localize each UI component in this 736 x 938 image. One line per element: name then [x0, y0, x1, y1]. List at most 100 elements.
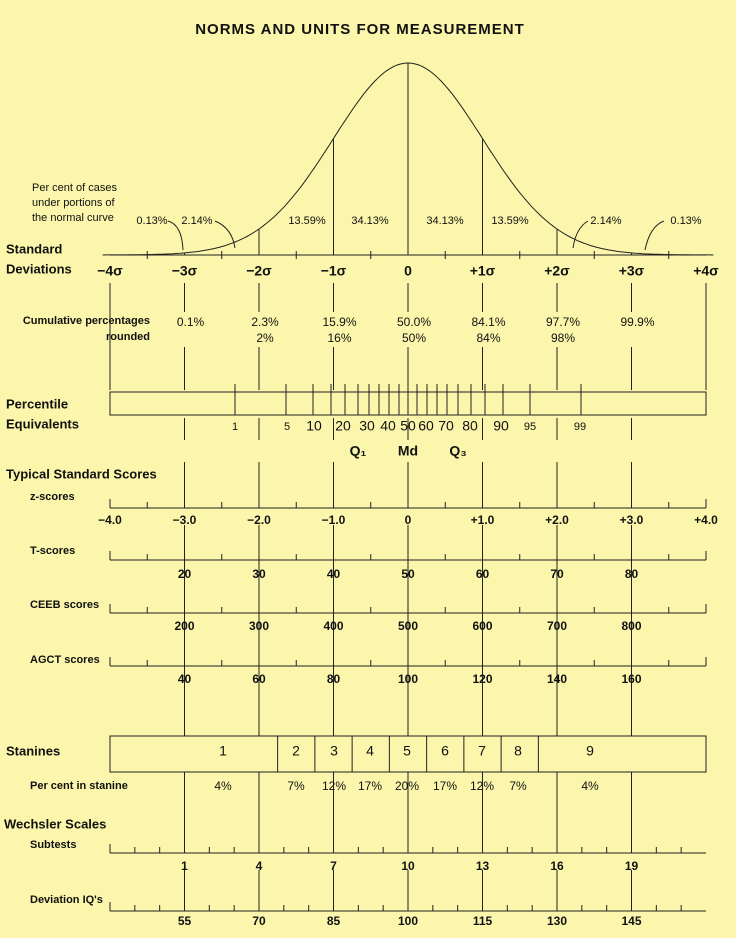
- scale-tick-label: 70: [252, 914, 266, 928]
- scale-tick-label: 130: [547, 914, 567, 928]
- stanine-percent: 20%: [395, 779, 419, 793]
- row-label: Cumulative percentages: [23, 315, 150, 327]
- scale-tick-label: 55: [178, 914, 192, 928]
- scale-tick-label: 13: [476, 859, 490, 873]
- stanine-number: 7: [478, 743, 486, 759]
- scale-tick-label: −2.0: [247, 513, 271, 527]
- scale-tick-label: 300: [249, 619, 269, 633]
- pointer-arrow: [644, 220, 665, 251]
- area-percent: 0.13%: [136, 215, 167, 227]
- scale-tick-label: 160: [621, 672, 641, 686]
- percentile-label: 50: [400, 418, 416, 434]
- sigma-label: −4σ: [97, 263, 123, 279]
- scale-label: Subtests: [30, 839, 76, 851]
- scale-tick-label: 800: [621, 619, 641, 633]
- quartile-label: Q₃: [449, 443, 466, 459]
- scale-tick-label: +3.0: [620, 513, 644, 527]
- stanine-number: 1: [219, 743, 227, 759]
- stanine-box: [109, 735, 707, 773]
- scale-tick-label: 140: [547, 672, 567, 686]
- area-percent: 13.59%: [288, 215, 326, 227]
- scale-tick-label: 16: [550, 859, 564, 873]
- scale-tick-label: 40: [178, 672, 192, 686]
- sigma-label: +4σ: [693, 263, 719, 279]
- cumulative-value: 84.1%: [471, 315, 505, 329]
- quartile-label: Md: [398, 443, 418, 459]
- curve-caption: the normal curve: [32, 212, 114, 224]
- area-percent: 34.13%: [351, 215, 389, 227]
- scale-tick-label: 500: [398, 619, 418, 633]
- scale-label: z-scores: [30, 491, 75, 503]
- percentile-label: 40: [380, 418, 396, 434]
- percentile-label: 90: [493, 418, 509, 434]
- scale-tick-label: 120: [472, 672, 492, 686]
- scale-tick-label: 600: [472, 619, 492, 633]
- scale-tick-label: 400: [323, 619, 343, 633]
- cumulative-value: 2.3%: [251, 315, 279, 329]
- area-percent: 34.13%: [426, 215, 464, 227]
- cumulative-value: 97.7%: [546, 315, 580, 329]
- sigma-label: +1σ: [470, 263, 496, 279]
- section-title: Wechsler Scales: [4, 816, 106, 831]
- scale-tick-label: 7: [330, 859, 337, 873]
- scale-label: T-scores: [30, 545, 75, 557]
- percentile-label: 1: [232, 421, 238, 433]
- cumulative-rounded: 98%: [551, 331, 575, 345]
- scale-tick-label: 20: [178, 567, 192, 581]
- sigma-label: −1σ: [321, 263, 347, 279]
- cumulative-rounded: 84%: [476, 331, 500, 345]
- stanine-number: 2: [292, 743, 300, 759]
- stanine-number: 6: [441, 743, 449, 759]
- scale-tick-label: 200: [174, 619, 194, 633]
- percentile-label: 5: [284, 421, 290, 433]
- stanine-percent: 17%: [358, 779, 382, 793]
- area-percent: 2.14%: [181, 215, 212, 227]
- scale-tick-label: −3.0: [173, 513, 197, 527]
- figure-title: NORMS AND UNITS FOR MEASUREMENT: [195, 21, 525, 38]
- stanine-number: 5: [403, 743, 411, 759]
- scale-tick-label: 10: [401, 859, 415, 873]
- area-percent: 2.14%: [590, 215, 621, 227]
- scale-tick-label: 19: [625, 859, 639, 873]
- stanine-percent: 7%: [287, 779, 305, 793]
- cumulative-rounded: 16%: [327, 331, 351, 345]
- curve-caption: Per cent of cases: [32, 182, 117, 194]
- scale-tick-label: +4.0: [694, 513, 718, 527]
- percentile-label: 30: [359, 418, 375, 434]
- row-label: Equivalents: [6, 416, 79, 431]
- scale-label: Deviation IQ's: [30, 894, 103, 906]
- pointer-arrow: [167, 220, 184, 251]
- percentile-label: 20: [335, 418, 351, 434]
- sigma-label: 0: [404, 263, 412, 279]
- percentile-label: 80: [462, 418, 478, 434]
- scale-tick-label: +2.0: [545, 513, 569, 527]
- percentile-label: 70: [438, 418, 454, 434]
- scale-tick-label: 0: [405, 513, 412, 527]
- cumulative-value: 99.9%: [620, 315, 654, 329]
- row-label: Per cent in stanine: [30, 780, 128, 792]
- scale-tick-label: 100: [398, 914, 418, 928]
- sigma-label: −3σ: [172, 263, 198, 279]
- stanine-number: 8: [514, 743, 522, 759]
- percentile-label: 10: [306, 418, 322, 434]
- scale-label: CEEB scores: [30, 599, 99, 611]
- stanine-percent: 12%: [322, 779, 346, 793]
- row-label: Standard: [6, 241, 62, 256]
- scale-tick-label: 80: [327, 672, 341, 686]
- scale-tick-label: 100: [398, 672, 418, 686]
- scale-tick-label: +1.0: [471, 513, 495, 527]
- stanine-number: 9: [586, 743, 594, 759]
- scale-tick-label: 1: [181, 859, 188, 873]
- stanine-percent: 7%: [509, 779, 527, 793]
- scale-tick-label: 30: [252, 567, 266, 581]
- scale-tick-label: 85: [327, 914, 341, 928]
- scale-tick-label: −4.0: [98, 513, 122, 527]
- area-percent: 13.59%: [491, 215, 529, 227]
- cumulative-value: 15.9%: [322, 315, 356, 329]
- scale-tick-label: 60: [252, 672, 266, 686]
- stanine-percent: 4%: [214, 779, 232, 793]
- cumulative-rounded: 50%: [402, 331, 426, 345]
- scale-tick-label: 4: [256, 859, 263, 873]
- scale-tick-label: 145: [621, 914, 641, 928]
